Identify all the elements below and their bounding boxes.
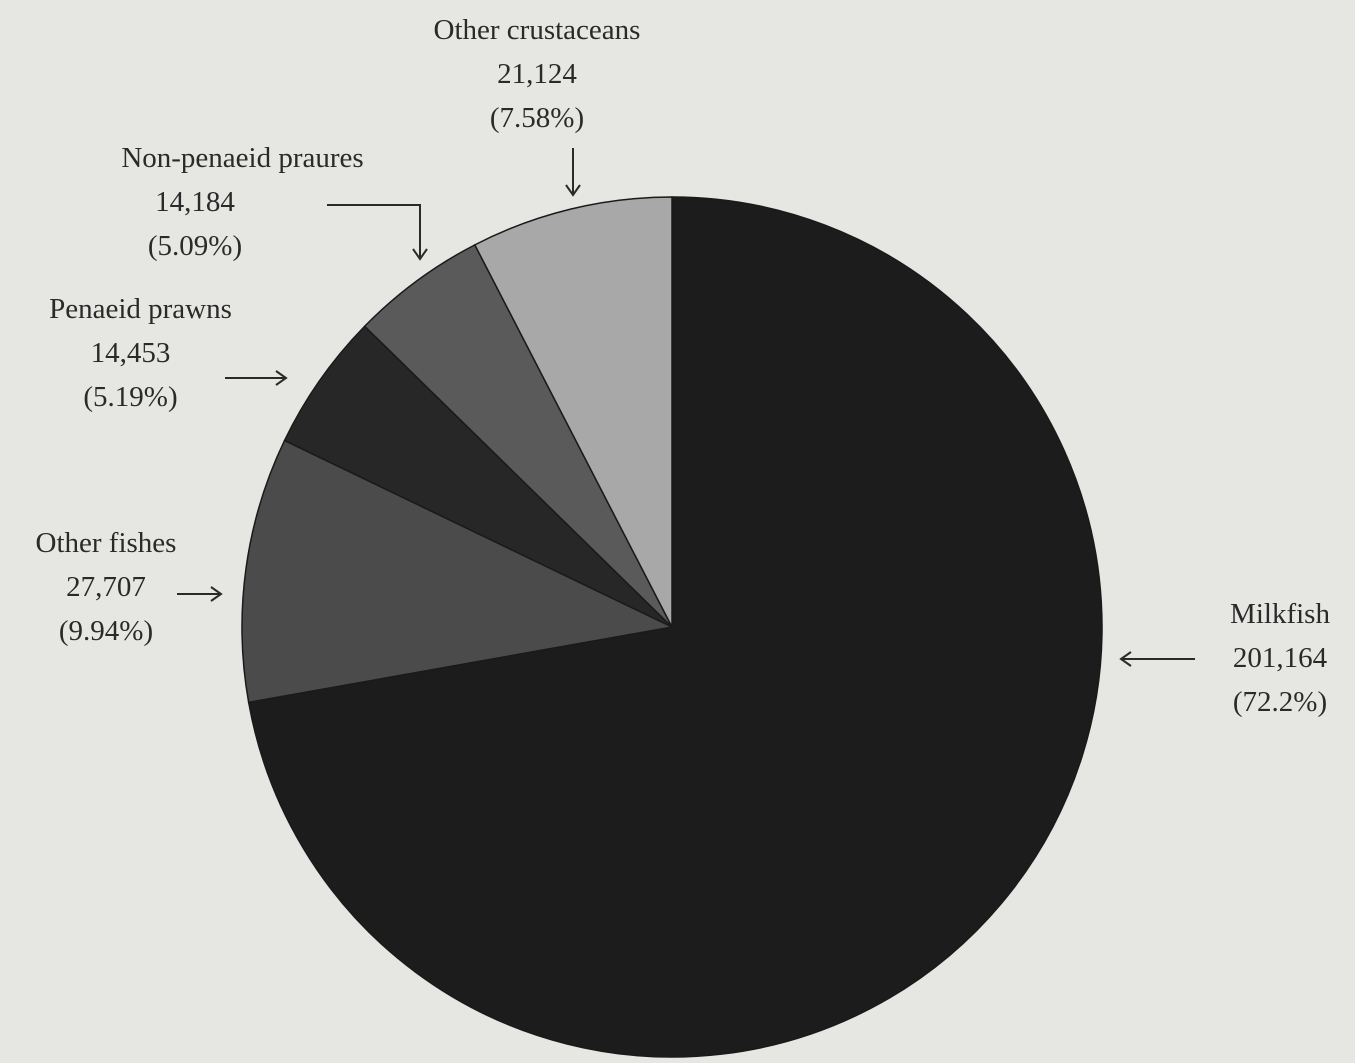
pie-slice-other-fishes [241, 439, 675, 704]
arrow-other-crustaceans [565, 148, 581, 197]
slice-label: Other fishes [35, 527, 177, 559]
label-other-crustaceans: Other crustaceans 21,124 (7.58%) [382, 8, 692, 140]
slice-label: Penaeid prawns [49, 293, 232, 325]
arrow-other-fishes [177, 586, 223, 602]
pie-slices [241, 196, 1103, 1058]
arrow-penaeid-prawns [225, 370, 288, 386]
label-other-fishes: Other fishes 27,707 (9.94%) [6, 521, 206, 653]
label-milkfish: Milkfish 201,164 (72.2%) [1205, 592, 1355, 724]
slice-percent: (5.09%) [147, 230, 243, 262]
slice-value: 14,184 [155, 186, 235, 218]
slice-value: 14,453 [90, 337, 171, 369]
label-penaeid-prawns: Penaeid prawns 14,453 (5.19%) [8, 287, 273, 419]
label-arrows [177, 148, 1195, 667]
pie-slice-penaeid-prawns [283, 325, 673, 628]
slice-value: 27,707 [66, 571, 146, 603]
slice-label: Milkfish [1230, 598, 1330, 630]
slice-percent: (5.19%) [83, 381, 178, 413]
slice-label: Other crustaceans [433, 14, 641, 46]
arrow-non-penaeid [327, 204, 428, 261]
pie-slice-milkfish [247, 196, 1103, 1058]
slice-label: Non-penaeid praures [121, 142, 364, 174]
slice-value: 21,124 [497, 58, 577, 90]
pie-slice-other-crustaceans [473, 196, 673, 628]
label-non-penaeid: Non-penaeid praures 14,184 (5.09%) [70, 136, 415, 268]
slice-percent: (7.58%) [489, 102, 585, 134]
slice-percent: (9.94%) [58, 615, 154, 647]
slice-value: 201,164 [1232, 642, 1328, 674]
slice-percent: (72.2%) [1232, 686, 1328, 718]
arrow-milkfish [1119, 651, 1195, 667]
